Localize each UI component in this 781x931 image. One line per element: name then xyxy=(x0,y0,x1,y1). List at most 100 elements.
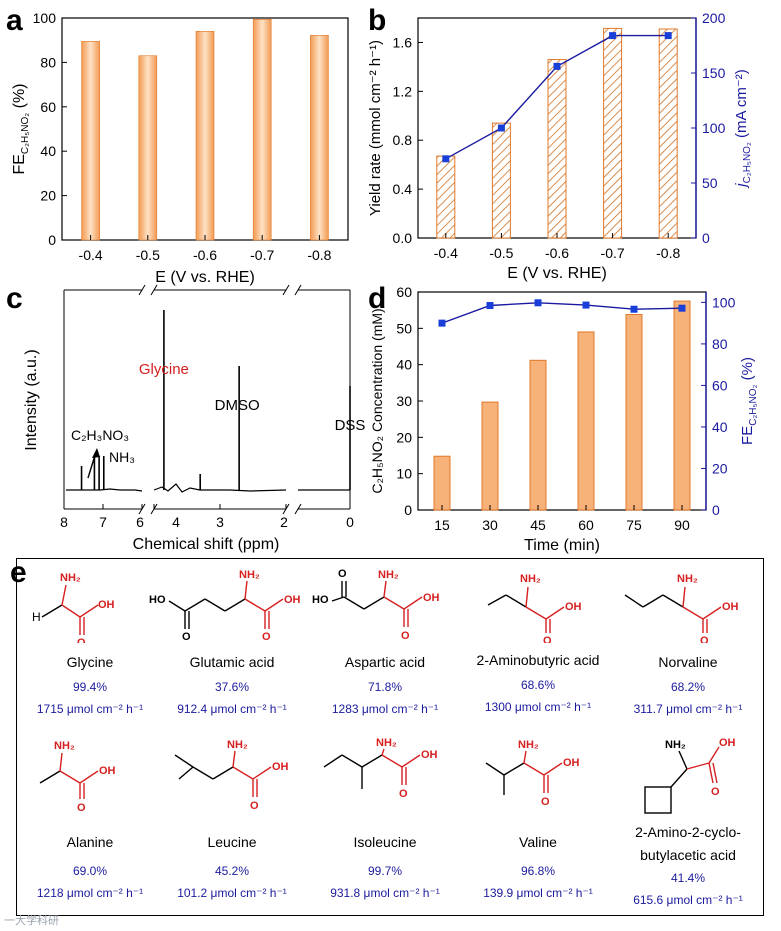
product-rate: 1218 μmol cm⁻² h⁻¹ xyxy=(36,885,144,900)
x-axis-label-d: Time (min) xyxy=(524,537,600,554)
y-tick-label-a: 80 xyxy=(40,54,56,70)
bar-b--0.5 xyxy=(491,122,511,239)
y-tick-label-a: 60 xyxy=(40,99,56,115)
product-rate: 615.6 μmol cm⁻² h⁻¹ xyxy=(633,892,743,907)
product-fe: 45.2% xyxy=(214,863,250,878)
y2-axis-label-b: jC₂H₅NO₂ (mA cm⁻²) xyxy=(733,69,753,189)
y2-tick-label-d: 40 xyxy=(712,419,728,435)
y2-tick-label-b: 150 xyxy=(702,65,726,81)
x-tick-label-c: 0 xyxy=(346,514,354,530)
marker-d-15 xyxy=(438,319,446,327)
svg-text:O: O xyxy=(338,568,347,580)
product-name: Leucine xyxy=(207,834,257,850)
product-rate: 139.9 μmol cm⁻² h⁻¹ xyxy=(483,885,593,900)
panel-letter-c: c xyxy=(6,282,23,315)
marker-d-75 xyxy=(630,305,638,313)
marker-b--0.6 xyxy=(553,62,561,70)
y-tick-label-a: 20 xyxy=(40,188,56,204)
x-tick-label-a: -0.8 xyxy=(307,247,331,263)
alanine-structure: NH₂ OH O xyxy=(39,740,116,814)
x-tick-label-b: -0.5 xyxy=(489,245,513,261)
product-fe: 69.0% xyxy=(72,863,108,878)
aspartic-acid-structure: HO O NH₂ OH O xyxy=(312,568,440,642)
leucine-structure: NH₂ OH O xyxy=(174,739,289,812)
norvaline-structure: NH₂ OH O xyxy=(624,573,739,643)
product-rate: 931.8 μmol cm⁻² h⁻¹ xyxy=(330,885,440,900)
y-axis-label-c: Intensity (a.u.) xyxy=(23,349,40,450)
y-tick-label-b: 0.8 xyxy=(393,132,413,148)
product-rate: 101.2 μmol cm⁻² h⁻¹ xyxy=(177,885,287,900)
product-fe: 96.8% xyxy=(520,863,556,878)
bar-b--0.4 xyxy=(436,155,456,239)
x-tick-label-b: -0.7 xyxy=(601,245,625,261)
svg-text:NH₂: NH₂ xyxy=(54,740,75,752)
panel-letter-d: d xyxy=(368,282,387,315)
product-name: Norvaline xyxy=(658,654,718,670)
y-tick-label-d: 10 xyxy=(396,466,412,482)
svg-text:NH₂: NH₂ xyxy=(239,569,260,581)
product-name: Glutamic acid xyxy=(189,654,275,670)
bar-d-75 xyxy=(625,314,643,511)
product-card-isoleucine: NH₂ OH O Isoleucine 99.7% 931.8 μmol cm⁻… xyxy=(310,735,460,900)
product-card-2-aminobutyric-acid: NH₂ OH O 2-Aminobutyric acid 68.6% 1300 … xyxy=(463,565,613,714)
y-tick-label-d: 50 xyxy=(396,320,412,336)
svg-text:OH: OH xyxy=(421,749,438,761)
product-name: Aspartic acid xyxy=(344,654,426,670)
line-d xyxy=(441,302,683,324)
y2-tick-label-b: 50 xyxy=(702,175,718,191)
svg-text:O: O xyxy=(262,631,271,643)
product-fe: 99.4% xyxy=(72,679,108,694)
y-tick-label-b: 1.6 xyxy=(393,34,413,50)
bar-d-45 xyxy=(529,359,547,511)
product-fe: 99.7% xyxy=(367,863,403,878)
bar-d-15 xyxy=(433,455,451,511)
y2-tick-label-b: 100 xyxy=(702,120,726,136)
x-tick-label-d: 45 xyxy=(530,517,546,533)
svg-text:NH₂: NH₂ xyxy=(520,573,541,585)
product-card-valine: NH₂ OH O Valine 96.8% 139.9 μmol cm⁻² h⁻… xyxy=(463,735,613,900)
y-tick-label-b: 0.4 xyxy=(393,181,413,197)
marker-d-30 xyxy=(486,301,494,309)
aminobutyric-acid-structure: NH₂ OH O xyxy=(487,573,582,643)
cyclobutylacetic-acid-structure: NH₂ OH O xyxy=(644,737,736,814)
svg-text:NH₂: NH₂ xyxy=(677,573,698,585)
product-name: Isoleucine xyxy=(353,834,417,850)
peak-label-glycine: Glycine xyxy=(139,361,189,378)
svg-text:OH: OH xyxy=(565,601,582,613)
product-name: 2-Amino-2-cyclo- xyxy=(635,824,741,840)
x-tick-label-a: -0.7 xyxy=(250,247,274,263)
svg-text:O: O xyxy=(399,788,408,800)
product-card-glutamic-acid: HO O NH₂ OH O Glutamic acid 37.6% 912.4 … xyxy=(149,565,307,716)
bar-d-90 xyxy=(673,300,691,511)
panel-letter-b: b xyxy=(368,4,387,37)
bar-d-30 xyxy=(481,401,499,511)
x-tick-label-b: -0.6 xyxy=(545,245,569,261)
svg-text:NH₂: NH₂ xyxy=(518,739,539,751)
product-name: Glycine xyxy=(66,654,114,670)
arrow-head-c xyxy=(92,448,100,458)
bar-a--0.4 xyxy=(81,41,100,241)
bar-d-60 xyxy=(577,331,595,511)
svg-text:O: O xyxy=(250,800,259,812)
peak-label-dmso: DMSO xyxy=(215,397,260,414)
x-tick-label-c: 6 xyxy=(136,514,144,530)
svg-text:NH₂: NH₂ xyxy=(227,739,248,751)
y2-tick-label-b: 200 xyxy=(702,10,726,26)
x-tick-label-b: -0.4 xyxy=(434,245,458,261)
svg-text:OH: OH xyxy=(423,592,440,604)
product-rate: 912.4 μmol cm⁻² h⁻¹ xyxy=(177,701,287,716)
svg-text:O: O xyxy=(401,630,410,642)
marker-b--0.4 xyxy=(442,155,450,163)
bar-a--0.5 xyxy=(138,55,158,241)
x-tick-label-c: 7 xyxy=(99,514,107,530)
axis-break-c xyxy=(294,284,302,296)
product-card-leucine: NH₂ OH O Leucine 45.2% 101.2 μmol cm⁻² h… xyxy=(157,735,307,900)
axis-break-c xyxy=(150,284,158,296)
x-tick-label-d: 60 xyxy=(578,517,594,533)
x-tick-label-c: 2 xyxy=(280,514,288,530)
bar-a--0.7 xyxy=(252,19,272,241)
x-axis-label-a: E (V vs. RHE) xyxy=(155,269,255,286)
svg-text:O: O xyxy=(541,796,550,808)
y2-tick-label-d: 0 xyxy=(712,502,720,518)
